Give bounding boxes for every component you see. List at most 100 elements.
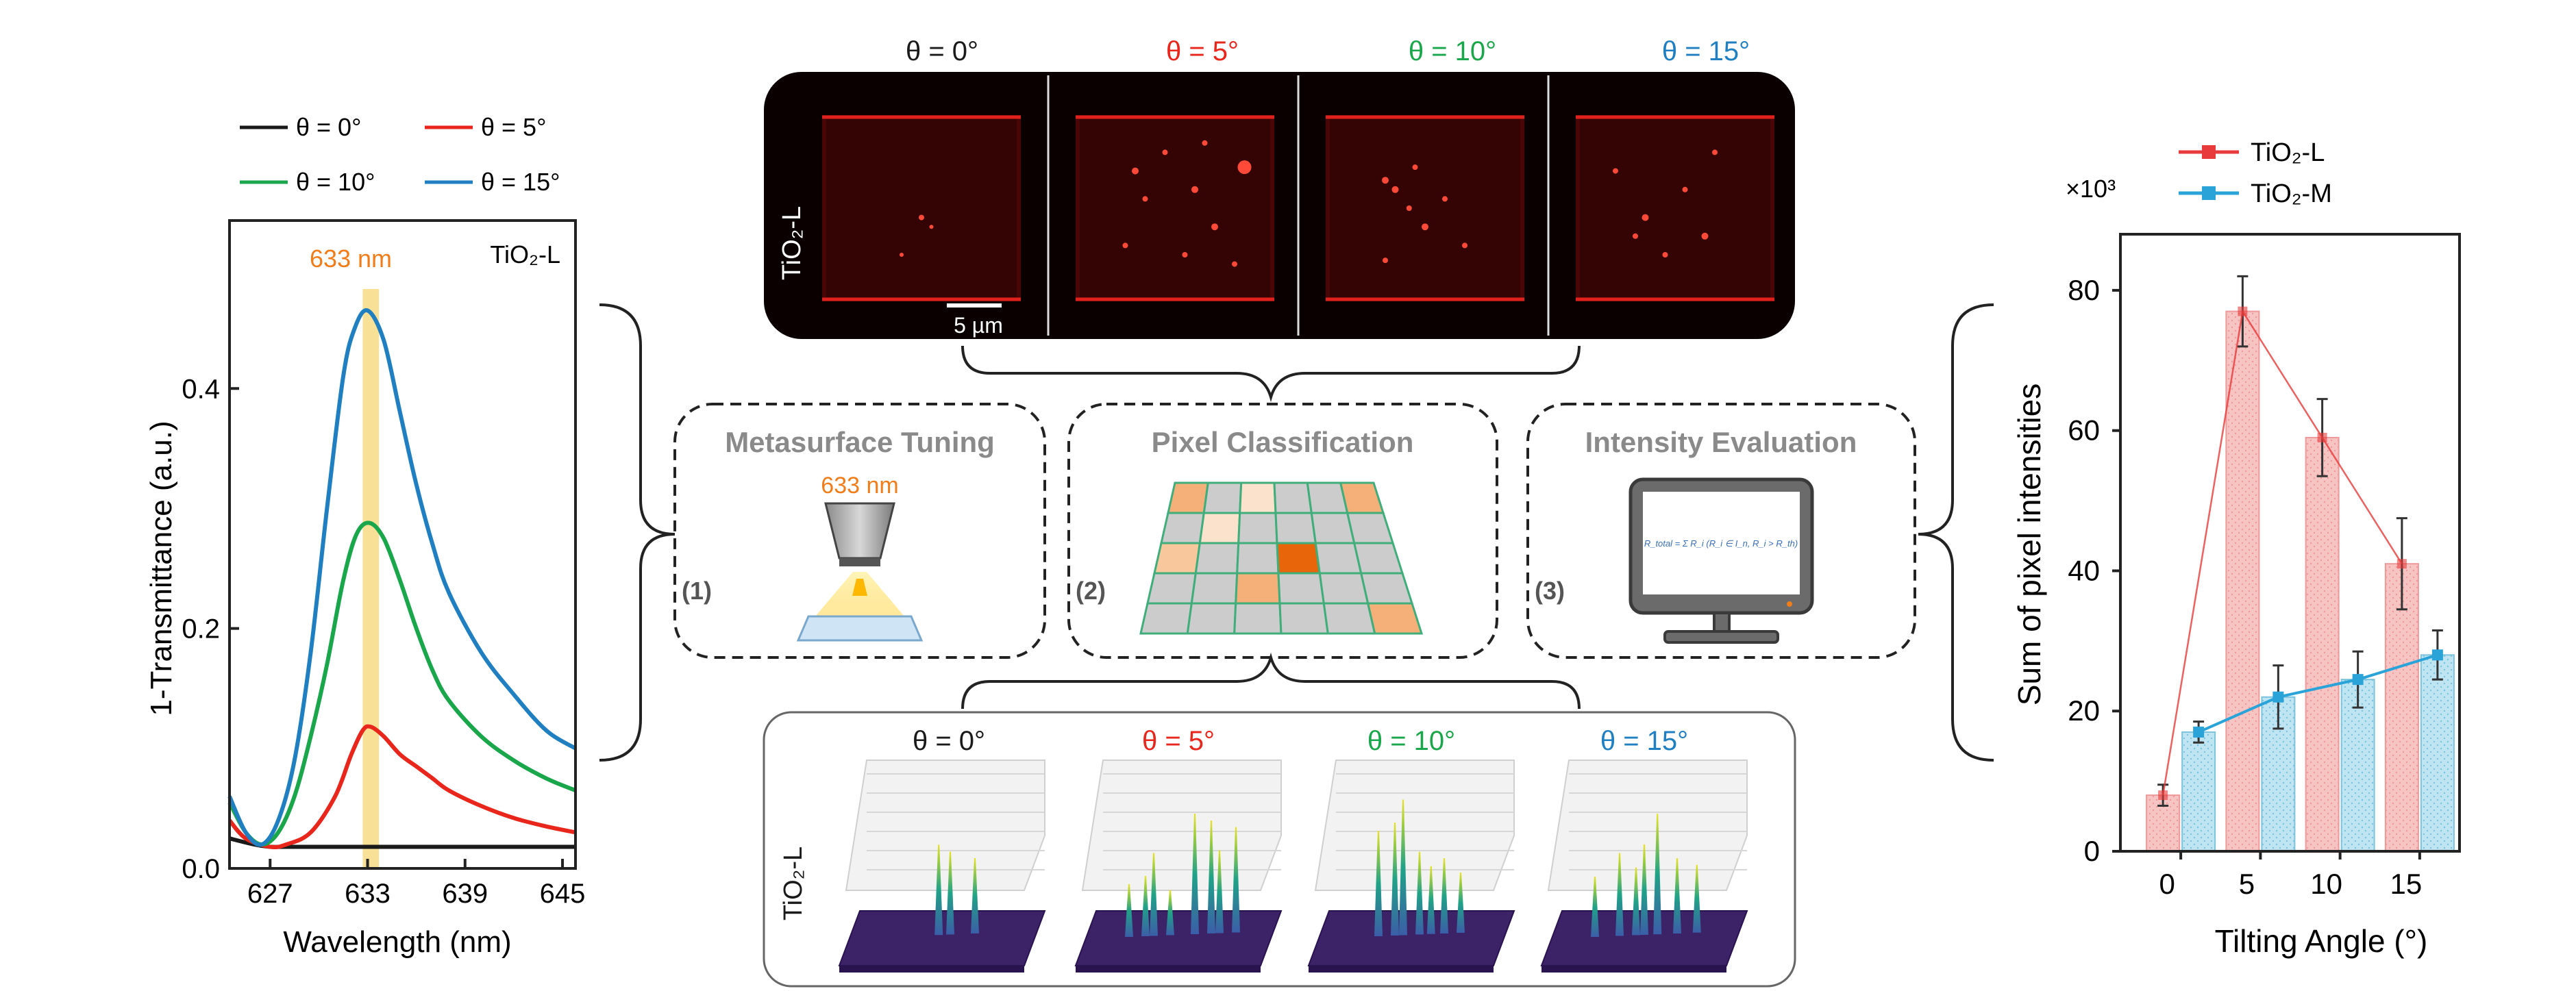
surface-spike-2-5	[1440, 858, 1448, 933]
legend-label-tio2l: TiO₂-L	[2251, 138, 2325, 167]
pixel-cell-4-4	[1322, 602, 1376, 635]
step-1-number: (1)	[682, 577, 712, 605]
micro-tiles	[822, 75, 1774, 336]
surface-floor-edge-2	[1309, 966, 1494, 973]
x-tick-label-1: 633	[345, 879, 391, 909]
micro-spot-2-7	[1406, 205, 1412, 211]
micro-spot-2-5	[1383, 258, 1388, 264]
left-y-axis-label: 1-Transmittance (a.u.)	[145, 421, 178, 716]
pixel-cell-3-4	[1318, 572, 1370, 605]
pixel-cell-2-0	[1153, 542, 1202, 575]
micro-spot-0-0	[919, 214, 924, 221]
micro-spot-1-2	[1191, 186, 1198, 193]
legend-label-10: θ = 10°	[296, 168, 375, 196]
surface-spike-1-7	[1150, 853, 1158, 936]
series-line-2	[227, 520, 577, 847]
micro-spot-1-3	[1142, 196, 1148, 202]
pixel-cell-3-0	[1146, 572, 1198, 605]
bar-tio2l-1	[2225, 310, 2260, 852]
legend-label-tio2m: TiO₂-M	[2251, 179, 2332, 208]
y-multiplier: ×10³	[2066, 175, 2116, 203]
right-y-tick-label-0: 0	[2084, 835, 2100, 867]
surface-floor-edge-1	[1076, 966, 1261, 973]
line-tio2l	[2162, 309, 2403, 796]
pixel-cell-1-1	[1198, 512, 1241, 544]
marker-tio2l-0	[2158, 790, 2168, 801]
beam-core	[852, 579, 867, 596]
pixel-cell-3-2	[1235, 572, 1281, 605]
right-plot-area: 0 5 10 15 0 20 40 60 80	[2068, 233, 2461, 900]
step-1-sub: 633 nm	[821, 473, 898, 499]
objective-lens-icon	[824, 502, 895, 560]
micro-spot-0-1	[929, 225, 934, 229]
micro-spot-1-6	[1182, 252, 1188, 258]
micro-spot-3-2	[1642, 214, 1649, 221]
surface-spike-0-2	[971, 858, 979, 933]
pixel-cell-1-5	[1346, 512, 1395, 544]
micro-tile-inner-3	[1580, 119, 1770, 297]
surface-spike-3-2	[1632, 867, 1640, 936]
surface-backwall-3	[1547, 760, 1748, 891]
pixel-grid-icon	[1139, 481, 1424, 635]
surface-floor-2	[1307, 910, 1515, 966]
surface-plot-panel: θ = 0° θ = 5° θ = 10° θ = 15° TiO₂-L	[763, 711, 1796, 988]
left-axes-box	[228, 219, 577, 870]
surface-panel-frame	[763, 711, 1796, 988]
micro-spot-1-0	[1132, 167, 1139, 175]
top-brace	[961, 345, 1581, 403]
micro-spot-2-3	[1422, 223, 1428, 231]
micro-spot-2-6	[1442, 196, 1448, 202]
right-x-tick-label-2: 10	[2310, 868, 2342, 900]
micro-angle-5: θ = 5°	[1166, 36, 1239, 66]
bar-tio2m-3	[2420, 654, 2455, 852]
pixel-cell-0-1	[1202, 481, 1243, 514]
surface-spike-2-6	[1457, 873, 1465, 933]
right-y-tick-label-4: 80	[2068, 274, 2100, 306]
line-tio2m	[2198, 653, 2438, 733]
highlight-label: 633 nm	[310, 244, 392, 273]
surface-angle-10: θ = 10°	[1367, 726, 1455, 756]
micro-panel-frame	[764, 72, 1795, 339]
marker-tio2m-2	[2352, 674, 2364, 686]
marker-tio2l-2	[2317, 432, 2327, 442]
micro-spot-1-1	[1237, 160, 1252, 175]
surface-spike-2-4	[1426, 866, 1435, 934]
micro-spot-2-2	[1412, 164, 1418, 171]
right-y-tick-label-2: 40	[2068, 554, 2100, 586]
scale-bar-label: 5 µm	[954, 313, 1003, 338]
pixel-cell-0-5	[1339, 481, 1385, 514]
monitor-base	[1663, 630, 1779, 644]
surface-spike-1-2	[1166, 890, 1174, 936]
surface-spike-3-5	[1673, 858, 1681, 933]
x-tick-label-3: 645	[540, 879, 586, 909]
micro-spot-1-7	[1232, 261, 1237, 267]
highlight-band	[362, 289, 380, 868]
bar-tio2l-2	[2305, 436, 2340, 852]
micro-spot-3-6	[1633, 233, 1638, 239]
micro-spot-2-1	[1391, 186, 1399, 193]
step-intensity-evaluation: Intensity Evaluation R_total = Σ R_i (R_…	[1526, 403, 1916, 659]
pixel-cell-4-1	[1186, 602, 1237, 635]
pixel-cell-4-5	[1366, 602, 1424, 635]
step-2-title: Pixel Classification	[1152, 426, 1414, 458]
micro-tile-inner-1	[1080, 119, 1270, 297]
right-x-tick-label-3: 15	[2390, 868, 2423, 900]
legend-marker-tio2m	[2202, 186, 2216, 200]
surface-spike-3-0	[1591, 877, 1599, 937]
marker-tio2m-1	[2272, 691, 2284, 703]
y-tick-label-1: 0.2	[182, 614, 220, 644]
monitor-formula: R_total = Σ R_i (R_i ∈ I_n, R_i > R_th)	[1644, 538, 1798, 549]
step-1-box	[673, 403, 1046, 659]
micro-spot-3-0	[1613, 168, 1618, 174]
left-legend: θ = 0° θ = 5° θ = 10° θ = 15°	[240, 113, 560, 196]
surface-backwall-1	[1081, 760, 1282, 891]
legend-marker-tio2l	[2202, 145, 2216, 159]
pixel-cell-1-3	[1274, 512, 1317, 544]
x-tick-label-0: 627	[247, 879, 293, 909]
pixel-cell-4-3	[1278, 602, 1330, 635]
step-metasurface-tuning: Metasurface Tuning 633 nm (1)	[673, 403, 1046, 659]
x-tick-label-2: 639	[442, 879, 488, 909]
pixel-cell-0-2	[1239, 481, 1277, 514]
surface-spike-3-3	[1640, 844, 1648, 935]
right-y-tick-label-3: 60	[2068, 414, 2100, 447]
